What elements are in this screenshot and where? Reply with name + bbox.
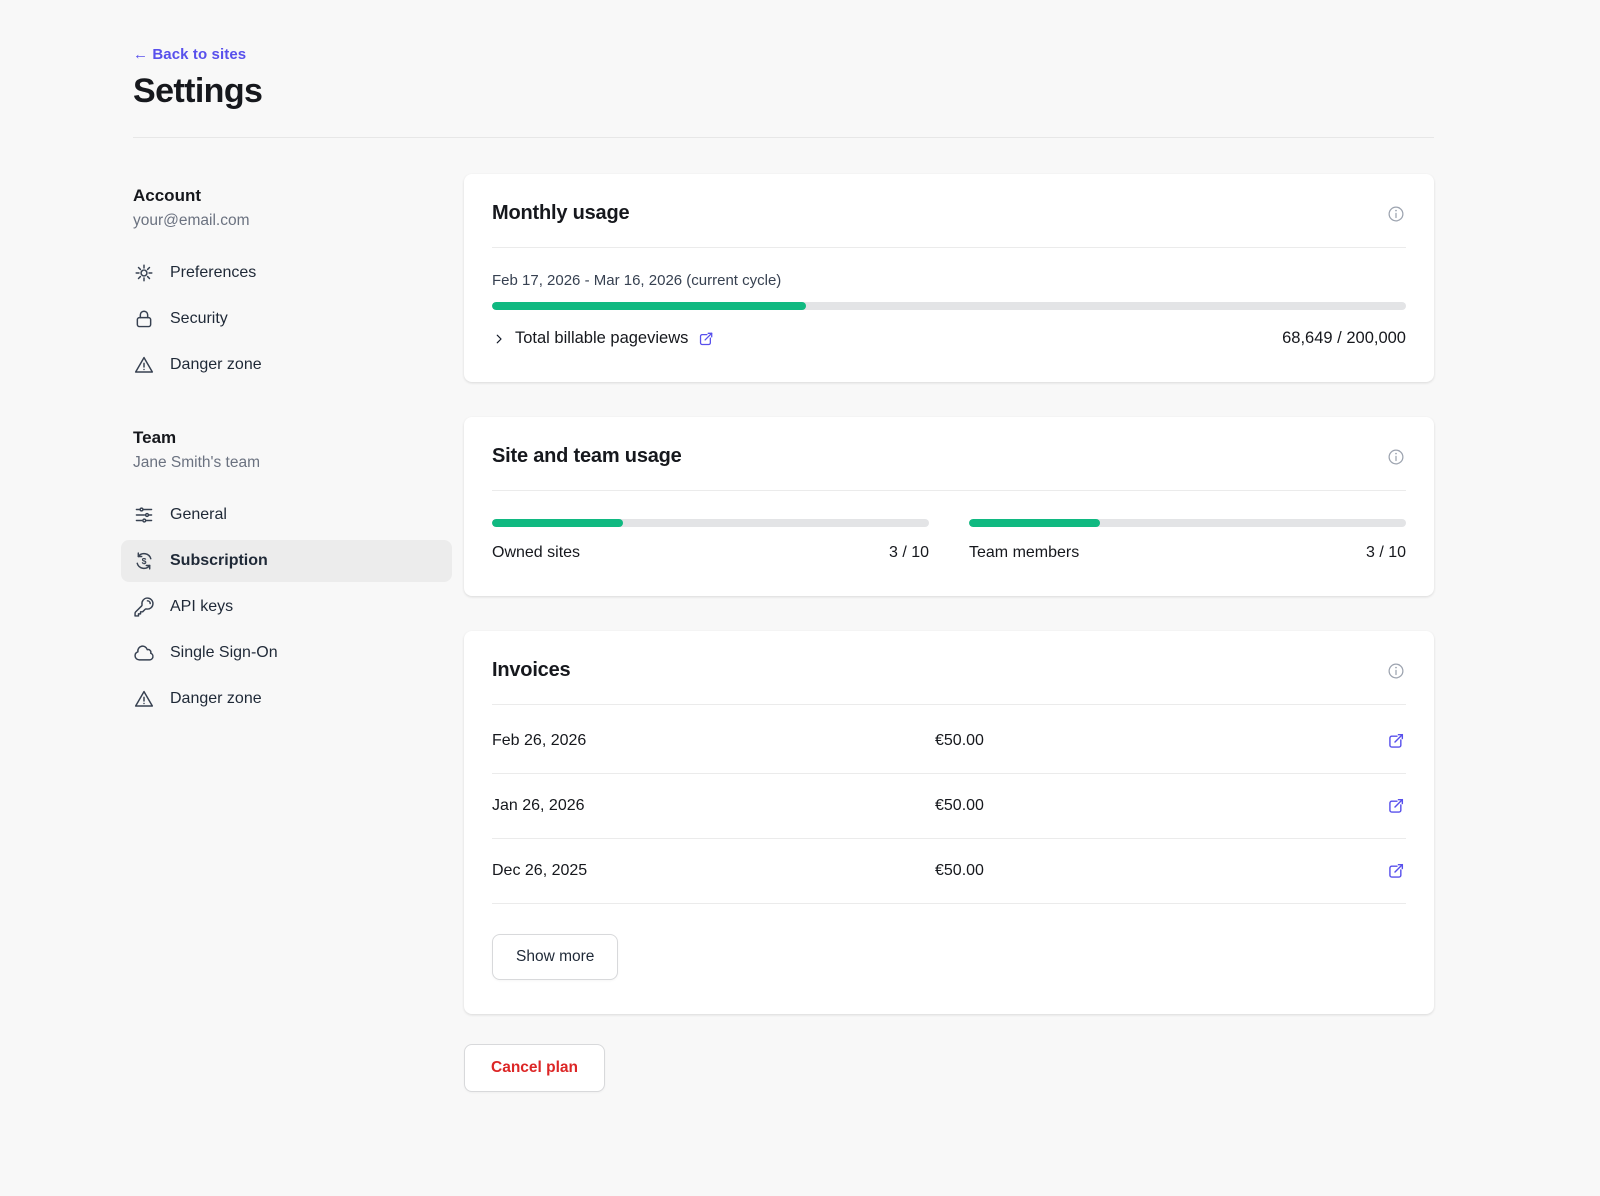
sidebar-item-api-keys[interactable]: API keys <box>121 586 452 628</box>
invoice-external-link-icon[interactable] <box>1386 731 1406 751</box>
sidebar-item-label: Subscription <box>170 552 268 569</box>
sidebar-item-team-danger-zone[interactable]: Danger zone <box>121 678 452 720</box>
sidebar-item-label: API keys <box>170 598 234 615</box>
sidebar-item-label: Danger zone <box>170 356 262 373</box>
invoices-card: Invoices Feb 26, 2026 €50.00 Jan 26, 202… <box>464 631 1434 1014</box>
team-members-progress-track <box>969 519 1406 527</box>
sidebar-item-label: Single Sign-On <box>170 644 278 661</box>
invoice-date: Feb 26, 2026 <box>492 732 587 749</box>
settings-sidebar: Account your@email.com Preferences Secur… <box>121 138 452 1092</box>
pageviews-progress-track <box>492 302 1406 310</box>
team-members-meter: Team members 3 / 10 <box>969 519 1406 562</box>
sidebar-item-label: General <box>170 506 227 523</box>
sidebar-item-label: Security <box>170 310 228 327</box>
info-icon[interactable] <box>1386 447 1406 467</box>
warning-icon <box>133 688 155 710</box>
sidebar-item-single-sign-on[interactable]: Single Sign-On <box>121 632 452 674</box>
account-nav: Preferences Security Danger zone <box>121 252 452 386</box>
pageviews-usage-value: 68,649 / 200,000 <box>1282 329 1406 347</box>
owned-sites-value: 3 / 10 <box>888 544 929 561</box>
sidebar-section-team: Team Jane Smith's team General Subscript… <box>121 428 452 720</box>
sidebar-item-label: Danger zone <box>170 690 262 707</box>
settings-page: ← Back to sites Settings Account your@em… <box>121 46 1434 1092</box>
card-divider <box>492 247 1406 248</box>
invoice-row: Jan 26, 2026 €50.00 <box>492 774 1406 839</box>
account-heading: Account <box>133 186 201 205</box>
header-divider <box>133 137 1434 138</box>
invoice-row: Dec 26, 2025 €50.00 <box>492 839 1406 904</box>
cloud-icon <box>133 642 155 664</box>
card-divider <box>492 490 1406 491</box>
sidebar-item-general[interactable]: General <box>121 494 452 536</box>
monthly-usage-card: Monthly usage Feb 17, 2026 - Mar 16, 202… <box>464 174 1434 382</box>
team-name: Jane Smith's team <box>133 454 261 471</box>
pageviews-label: Total billable pageviews <box>515 329 689 347</box>
sliders-icon <box>133 504 155 526</box>
page-title: Settings <box>133 72 263 110</box>
sidebar-item-label: Preferences <box>170 264 257 281</box>
owned-sites-progress-fill <box>492 519 624 527</box>
invoice-date: Dec 26, 2025 <box>492 862 588 879</box>
sidebar-section-account: Account your@email.com Preferences Secur… <box>133 186 438 386</box>
gear-icon <box>133 262 155 284</box>
back-to-sites-link[interactable]: ← Back to sites <box>133 46 247 63</box>
monthly-usage-title: Monthly usage <box>492 202 630 224</box>
team-members-progress-fill <box>969 519 1101 527</box>
card-divider <box>492 704 1406 705</box>
sidebar-item-subscription[interactable]: Subscription <box>121 540 452 582</box>
owned-sites-progress-track <box>492 519 929 527</box>
invoice-amount: €50.00 <box>935 732 984 749</box>
key-icon <box>133 596 155 618</box>
site-team-usage-title: Site and team usage <box>492 445 682 467</box>
invoice-external-link-icon[interactable] <box>1386 796 1406 816</box>
invoice-list: Feb 26, 2026 €50.00 Jan 26, 2026 €50.00 … <box>492 709 1406 904</box>
cancel-plan-button[interactable]: Cancel plan <box>464 1044 605 1092</box>
total-billable-pageviews-toggle[interactable]: Total billable pageviews <box>492 329 715 348</box>
invoice-amount: €50.00 <box>935 862 984 879</box>
site-team-usage-card: Site and team usage Owned sites 3 / 10 <box>464 417 1434 596</box>
page-header: ← Back to sites Settings <box>133 46 1434 111</box>
lock-icon <box>133 308 155 330</box>
info-icon[interactable] <box>1386 661 1406 681</box>
invoice-amount: €50.00 <box>935 797 984 814</box>
team-members-label: Team members <box>969 544 1080 561</box>
currency-refresh-icon <box>133 550 155 572</box>
team-heading: Team <box>133 428 177 447</box>
chevron-right-icon <box>492 332 506 346</box>
external-link-icon[interactable] <box>697 330 715 348</box>
owned-sites-meter: Owned sites 3 / 10 <box>492 519 929 562</box>
billing-cycle-text: Feb 17, 2026 - Mar 16, 2026 (current cyc… <box>492 272 782 289</box>
invoice-date: Jan 26, 2026 <box>492 797 585 814</box>
team-members-value: 3 / 10 <box>1365 544 1406 561</box>
invoices-title: Invoices <box>492 659 571 681</box>
info-icon[interactable] <box>1386 204 1406 224</box>
invoice-row: Feb 26, 2026 €50.00 <box>492 709 1406 774</box>
invoice-external-link-icon[interactable] <box>1386 861 1406 881</box>
account-email: your@email.com <box>133 212 250 229</box>
sidebar-item-security[interactable]: Security <box>121 298 452 340</box>
sidebar-item-account-danger-zone[interactable]: Danger zone <box>121 344 452 386</box>
team-nav: General Subscription API keys Single Sig… <box>121 494 452 720</box>
pageviews-progress-fill <box>492 302 806 310</box>
settings-main: Monthly usage Feb 17, 2026 - Mar 16, 202… <box>464 138 1434 1092</box>
show-more-button[interactable]: Show more <box>492 934 619 980</box>
warning-icon <box>133 354 155 376</box>
sidebar-item-preferences[interactable]: Preferences <box>121 252 452 294</box>
owned-sites-label: Owned sites <box>492 544 581 561</box>
